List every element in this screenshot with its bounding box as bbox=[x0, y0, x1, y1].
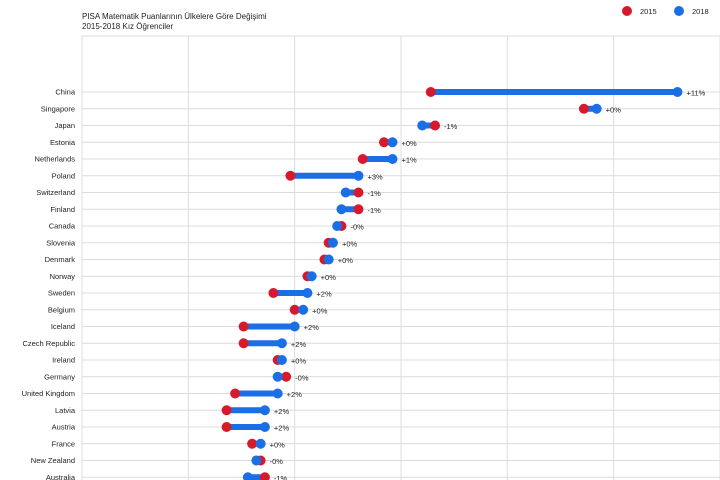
country-label: Germany bbox=[44, 372, 75, 381]
legend-marker-2015 bbox=[622, 6, 632, 16]
point-2018 bbox=[591, 103, 602, 114]
change-label: +11% bbox=[686, 89, 705, 98]
change-label: +0% bbox=[321, 273, 337, 282]
point-2015 bbox=[238, 338, 249, 349]
point-2018 bbox=[259, 405, 270, 416]
point-2018 bbox=[387, 154, 398, 164]
point-2015 bbox=[353, 204, 364, 215]
point-2018 bbox=[332, 221, 343, 231]
point-2015 bbox=[285, 170, 296, 181]
country-label: Czech Republic bbox=[22, 339, 75, 348]
change-label: -1% bbox=[367, 189, 381, 198]
point-2015 bbox=[247, 438, 258, 449]
point-2018 bbox=[272, 371, 283, 382]
point-2018 bbox=[289, 321, 300, 332]
country-label: Ireland bbox=[52, 356, 75, 365]
change-label: +2% bbox=[274, 407, 290, 416]
change-label: -0% bbox=[350, 223, 364, 232]
change-label: -1% bbox=[367, 206, 381, 215]
change-label: +2% bbox=[291, 340, 307, 349]
chart-subtitle: 2015-2018 Kız Öğrenciler bbox=[82, 22, 174, 31]
country-label: Slovenia bbox=[46, 238, 76, 247]
country-label: Canada bbox=[49, 222, 76, 231]
plot-area: China +11% Singapore +0% Japan -1% Estonia +0% N… bbox=[22, 35, 720, 480]
change-label: +0% bbox=[338, 256, 354, 265]
point-2015 bbox=[378, 137, 389, 148]
point-2018 bbox=[323, 254, 334, 265]
point-2015 bbox=[238, 321, 249, 332]
country-label: France bbox=[52, 439, 75, 448]
point-2018 bbox=[327, 237, 338, 248]
country-label: New Zealand bbox=[31, 456, 75, 465]
legend-label-2018: 2018 bbox=[692, 7, 709, 16]
country-label: Latvia bbox=[55, 406, 76, 415]
point-2018 bbox=[298, 304, 309, 315]
point-2015 bbox=[259, 472, 270, 480]
point-2015 bbox=[268, 288, 279, 298]
legend: 2015 2018 bbox=[622, 6, 709, 16]
legend-marker-2018 bbox=[674, 6, 684, 16]
change-label: +0% bbox=[401, 139, 417, 148]
country-label: Sweden bbox=[48, 289, 75, 298]
country-label: Iceland bbox=[51, 322, 75, 331]
point-2018 bbox=[417, 120, 428, 131]
change-label: +0% bbox=[291, 357, 307, 366]
country-label: Australia bbox=[46, 473, 76, 480]
point-2015 bbox=[357, 154, 368, 164]
change-label: +0% bbox=[342, 239, 358, 248]
point-2018 bbox=[672, 87, 683, 97]
point-2018 bbox=[255, 438, 266, 449]
country-label: Norway bbox=[50, 272, 76, 281]
point-2018 bbox=[251, 455, 262, 466]
country-label: Singapore bbox=[41, 104, 75, 113]
legend-label-2015: 2015 bbox=[640, 7, 657, 16]
change-label: +0% bbox=[312, 306, 328, 315]
change-label: +3% bbox=[367, 172, 383, 181]
country-label: Poland bbox=[52, 171, 75, 180]
chart-title: PISA Matematik Puanlarının Ülkelere Göre… bbox=[82, 12, 267, 21]
point-2018 bbox=[259, 422, 270, 432]
point-2015 bbox=[221, 422, 232, 432]
change-label: +2% bbox=[316, 290, 332, 299]
change-label: -0% bbox=[270, 457, 284, 466]
point-2018 bbox=[387, 137, 398, 148]
country-label: Austria bbox=[52, 423, 76, 432]
change-label: +0% bbox=[606, 105, 622, 114]
country-label: Estonia bbox=[50, 138, 76, 147]
change-label: +2% bbox=[304, 323, 320, 332]
change-label: +0% bbox=[270, 440, 286, 449]
change-label: +1% bbox=[401, 156, 417, 165]
country-label: United Kingdom bbox=[22, 389, 75, 398]
change-label: +2% bbox=[274, 424, 290, 433]
country-label: Netherlands bbox=[35, 155, 76, 164]
change-label: -1% bbox=[444, 122, 458, 131]
country-label: China bbox=[55, 88, 75, 97]
point-2018 bbox=[276, 355, 287, 365]
country-label: Belgium bbox=[48, 305, 75, 314]
point-2015 bbox=[430, 120, 441, 131]
point-2018 bbox=[272, 388, 283, 399]
point-2018 bbox=[242, 472, 253, 480]
point-2015 bbox=[425, 87, 436, 97]
point-2015 bbox=[353, 187, 364, 198]
point-2018 bbox=[340, 187, 351, 198]
point-2015 bbox=[289, 304, 300, 315]
country-label: Japan bbox=[55, 121, 75, 130]
country-label: Denmark bbox=[45, 255, 76, 264]
point-2015 bbox=[281, 371, 292, 382]
change-label: -1% bbox=[274, 474, 288, 480]
change-label: -0% bbox=[295, 373, 309, 382]
point-2018 bbox=[276, 338, 287, 349]
point-2018 bbox=[302, 288, 313, 298]
change-label: +2% bbox=[287, 390, 303, 399]
point-2018 bbox=[336, 204, 347, 215]
point-2018 bbox=[306, 271, 317, 282]
country-label: Finland bbox=[50, 205, 75, 214]
point-2015 bbox=[578, 103, 589, 114]
country-label: Switzerland bbox=[36, 188, 75, 197]
point-2015 bbox=[230, 388, 241, 399]
point-2015 bbox=[221, 405, 232, 416]
point-2018 bbox=[353, 170, 364, 181]
